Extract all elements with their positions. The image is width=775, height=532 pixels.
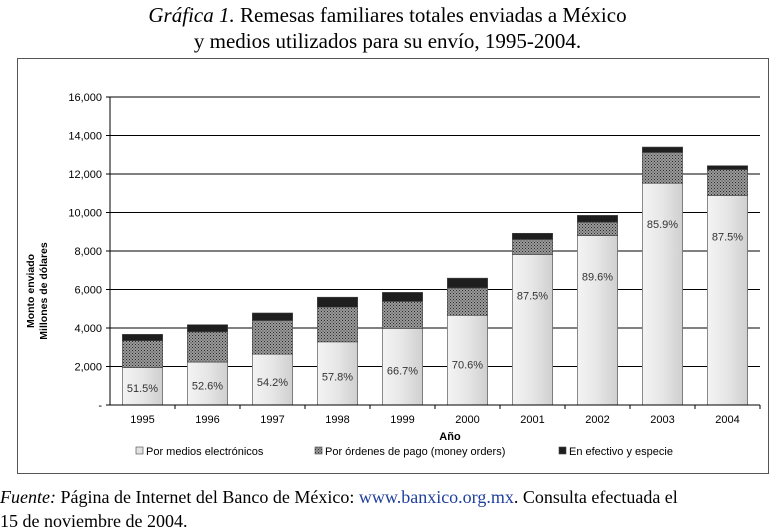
bar-segment-electronic bbox=[577, 235, 618, 406]
x-tick-label: 2003 bbox=[650, 414, 674, 426]
legend-label: Por medios electrónicos bbox=[146, 446, 264, 458]
x-tick-label: 2000 bbox=[455, 414, 479, 426]
source-label: Fuente: bbox=[0, 487, 56, 507]
x-tick-label: 1999 bbox=[390, 414, 414, 426]
bar-segment-money-orders bbox=[447, 287, 488, 316]
chart-title-line-1: Gráfica 1. Remesas familiares totales en… bbox=[0, 2, 775, 28]
y-axis-title-line-1: Monto enviado bbox=[25, 254, 37, 328]
bar-segment-electronic bbox=[317, 341, 358, 406]
y-tick-label: 6,000 bbox=[74, 285, 102, 297]
y-tick-label: - bbox=[98, 400, 102, 412]
bar-segment-money-orders bbox=[122, 340, 163, 368]
data-label: 52.6% bbox=[192, 381, 223, 393]
bar-segment-money-orders bbox=[577, 221, 618, 236]
x-tick-label: 1995 bbox=[130, 414, 154, 426]
bar-segment-cash bbox=[122, 334, 163, 342]
x-tick-label: 1997 bbox=[260, 414, 284, 426]
data-label: 87.5% bbox=[712, 232, 743, 244]
title-rest: Remesas familiares totales enviadas a Mé… bbox=[234, 3, 627, 27]
bar-segment-cash bbox=[642, 146, 683, 153]
bar-segment-money-orders bbox=[252, 320, 293, 355]
bar-segment-electronic bbox=[122, 367, 163, 406]
bar-segment-cash bbox=[252, 312, 293, 321]
source-line-1: Fuente: Página de Internet del Banco de … bbox=[0, 486, 678, 508]
legend-label: En efectivo y especie bbox=[569, 446, 673, 458]
legend-swatch bbox=[314, 446, 323, 455]
x-tick-label: 2004 bbox=[715, 414, 739, 426]
x-tick-label: 2002 bbox=[585, 414, 609, 426]
bar-segment-money-orders bbox=[707, 169, 748, 196]
bar-segment-money-orders bbox=[317, 306, 358, 343]
y-axis-title-line-2: Millones de dólares bbox=[38, 242, 50, 340]
y-tick-label: 10,000 bbox=[68, 208, 102, 220]
source-text-before: Página de Internet del Banco de México: bbox=[55, 487, 359, 507]
y-tick-label: 12,000 bbox=[68, 169, 102, 181]
legend-swatch bbox=[558, 446, 567, 455]
bar-segment-electronic bbox=[252, 353, 293, 406]
legend-swatch bbox=[135, 446, 144, 455]
bar-segment-money-orders bbox=[642, 152, 683, 184]
y-tick-label: 14,000 bbox=[68, 131, 102, 143]
bar-segment-money-orders bbox=[187, 331, 228, 363]
y-tick-label: 16,000 bbox=[68, 92, 102, 104]
bar-segment-electronic bbox=[642, 182, 683, 406]
bar-segment-money-orders bbox=[512, 239, 553, 255]
data-label: 54.2% bbox=[257, 377, 288, 389]
title-lead: Gráfica 1. bbox=[148, 3, 235, 27]
stacked-bar-chart: 51.5% 52.6% 54.2% 57.8% 66.7% 70.6% 87.5% 89.6%… bbox=[25, 92, 761, 458]
data-label: 57.8% bbox=[322, 372, 353, 384]
x-axis-title: Año bbox=[439, 431, 461, 443]
chart-frame: 51.5% 52.6% 54.2% 57.8% 66.7% 70.6% 87.5% 89.6%… bbox=[17, 58, 769, 474]
chart-title-line-2: y medios utilizados para su envío, 1995-… bbox=[193, 29, 582, 53]
y-tick-label: 4,000 bbox=[74, 323, 102, 335]
data-label: 87.5% bbox=[517, 290, 548, 302]
bar-segment-cash bbox=[512, 232, 553, 240]
data-label: 89.6% bbox=[582, 272, 613, 284]
y-tick-label: 8,000 bbox=[74, 246, 102, 258]
bar-segment-cash bbox=[187, 324, 228, 333]
bar-segment-electronic bbox=[512, 254, 553, 406]
data-label: 85.9% bbox=[647, 219, 678, 231]
y-tick-label: 2,000 bbox=[74, 362, 102, 374]
source-text-after: . Consulta efectuada el bbox=[513, 487, 678, 507]
legend-label: Por órdenes de pago (money orders) bbox=[325, 446, 505, 458]
bar-segment-electronic bbox=[707, 195, 748, 406]
bar-segment-cash bbox=[577, 215, 618, 223]
x-tick-label: 1998 bbox=[325, 414, 349, 426]
bar-segment-electronic bbox=[382, 328, 423, 406]
x-tick-label: 2001 bbox=[520, 414, 544, 426]
bar-segment-cash bbox=[382, 292, 423, 302]
x-tick-label: 1996 bbox=[195, 414, 219, 426]
bar-segment-electronic bbox=[187, 361, 228, 406]
source-url-link[interactable]: www.banxico.org.mx bbox=[358, 487, 514, 507]
bar-segment-cash bbox=[447, 277, 488, 289]
data-label: 51.5% bbox=[127, 383, 158, 395]
source-line-2: 15 de noviembre de 2004. bbox=[0, 511, 188, 531]
bar-segment-money-orders bbox=[382, 301, 423, 329]
bar-segment-cash bbox=[317, 296, 358, 308]
data-label: 66.7% bbox=[387, 366, 418, 378]
bar-segment-cash bbox=[707, 165, 748, 170]
data-label: 70.6% bbox=[452, 360, 483, 372]
